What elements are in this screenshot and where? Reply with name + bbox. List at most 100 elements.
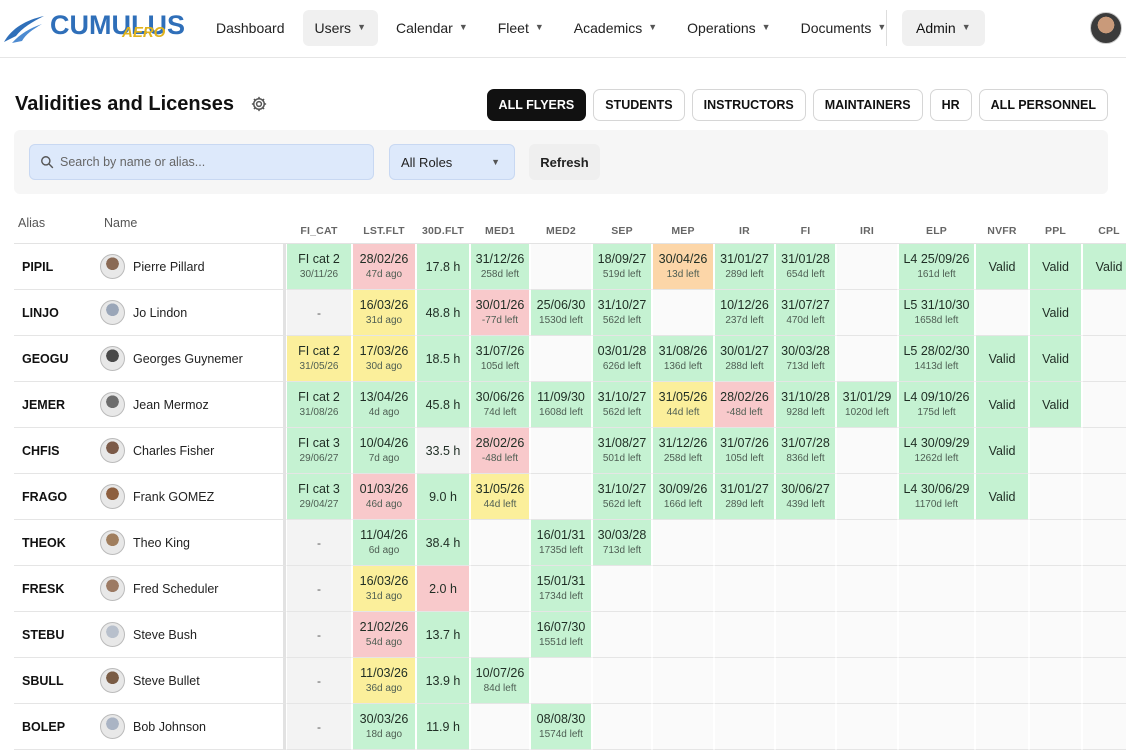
validity-cell-ir[interactable]: 30/01/27 288d left [714, 336, 775, 382]
validity-cell-med1[interactable]: 30/01/26 -77d left [470, 290, 530, 336]
column-header-med2[interactable]: MED2 [530, 202, 592, 244]
validity-cell-iri[interactable] [836, 566, 898, 612]
validity-cell-mep[interactable]: 30/09/26 166d left [652, 474, 714, 520]
validity-cell-nvfr[interactable] [975, 612, 1029, 658]
validity-cell-med2[interactable]: 08/08/30 1574d left [530, 704, 592, 750]
validity-cell-mep[interactable] [652, 520, 714, 566]
validity-cell-fi[interactable] [775, 612, 836, 658]
validity-cell-mep[interactable]: 31/05/26 44d left [652, 382, 714, 428]
validity-cell-elp[interactable]: L4 30/09/29 1262d left [898, 428, 975, 474]
validity-cell-fi-cat[interactable]: - [286, 520, 352, 566]
validity-cell-ir[interactable] [714, 566, 775, 612]
validity-cell-fi-cat[interactable]: - [286, 612, 352, 658]
validity-cell-nvfr[interactable] [975, 566, 1029, 612]
validity-cell-lst-flt[interactable]: 16/03/26 31d ago [352, 566, 416, 612]
validity-cell-cpl[interactable] [1082, 428, 1126, 474]
validity-cell-med2[interactable]: 16/01/31 1735d left [530, 520, 592, 566]
gear-icon[interactable] [250, 95, 268, 113]
validity-cell-ir[interactable] [714, 520, 775, 566]
table-row[interactable]: CHFIS Charles Fisher FI cat 3 29/06/27 10/04… [14, 428, 1126, 474]
validity-cell-med1[interactable] [470, 704, 530, 750]
validity-cell-ir[interactable]: 31/01/27 289d left [714, 474, 775, 520]
validity-cell-ppl[interactable] [1029, 428, 1082, 474]
nav-item-calendar[interactable]: Calendar ▼ [384, 10, 480, 46]
validity-cell-fi[interactable] [775, 520, 836, 566]
validity-cell-ppl[interactable] [1029, 520, 1082, 566]
table-row[interactable]: PIPIL Pierre Pillard FI cat 2 30/11/26 28/02… [14, 244, 1126, 290]
table-row[interactable]: FRESK Fred Scheduler - 16/03/26 31d ago 2.0 h… [14, 566, 1126, 612]
validity-cell-elp[interactable]: L5 28/02/30 1413d left [898, 336, 975, 382]
validity-cell-med2[interactable]: 16/07/30 1551d left [530, 612, 592, 658]
validity-cell-fi-cat[interactable]: FI cat 2 31/08/26 [286, 382, 352, 428]
refresh-button[interactable]: Refresh [529, 144, 600, 180]
validity-cell-fi[interactable] [775, 704, 836, 750]
validity-cell-ir[interactable]: 28/02/26 -48d left [714, 382, 775, 428]
column-header-lst-flt[interactable]: LST.FLT [352, 202, 416, 244]
filter-tab-all-personnel[interactable]: ALL PERSONNEL [978, 89, 1108, 121]
validity-cell-fi[interactable] [775, 566, 836, 612]
validity-cell-cpl[interactable]: Valid [1082, 244, 1126, 290]
validity-cell-cpl[interactable] [1082, 520, 1126, 566]
validity-cell-med1[interactable]: 30/06/26 74d left [470, 382, 530, 428]
validity-cell-iri[interactable] [836, 474, 898, 520]
roles-select[interactable]: All Roles ▼ [389, 144, 515, 180]
validity-cell-lst-flt[interactable]: 30/03/26 18d ago [352, 704, 416, 750]
validity-cell-mep[interactable]: 31/12/26 258d left [652, 428, 714, 474]
validity-cell-30d-flt[interactable]: 11.9 h [416, 704, 470, 750]
validity-cell-fi-cat[interactable]: - [286, 704, 352, 750]
validity-cell-med1[interactable]: 31/07/26 105d left [470, 336, 530, 382]
validity-cell-med2[interactable] [530, 474, 592, 520]
column-header-iri[interactable]: IRI [836, 202, 898, 244]
validity-cell-30d-flt[interactable]: 9.0 h [416, 474, 470, 520]
validity-cell-fi[interactable]: 31/10/28 928d left [775, 382, 836, 428]
validity-cell-cpl[interactable] [1082, 474, 1126, 520]
validity-cell-lst-flt[interactable]: 17/03/26 30d ago [352, 336, 416, 382]
validity-cell-elp[interactable] [898, 704, 975, 750]
validity-cell-elp[interactable] [898, 612, 975, 658]
column-header-alias[interactable]: Alias [14, 202, 100, 244]
column-header-mep[interactable]: MEP [652, 202, 714, 244]
validity-cell-med1[interactable] [470, 520, 530, 566]
validity-cell-30d-flt[interactable]: 17.8 h [416, 244, 470, 290]
validity-cell-nvfr[interactable]: Valid [975, 428, 1029, 474]
column-header-ppl[interactable]: PPL [1029, 202, 1082, 244]
validity-cell-mep[interactable]: 30/04/26 13d left [652, 244, 714, 290]
validity-cell-cpl[interactable] [1082, 290, 1126, 336]
validity-cell-med1[interactable] [470, 612, 530, 658]
column-header-nvfr[interactable]: NVFR [975, 202, 1029, 244]
validity-cell-sep[interactable]: 18/09/27 519d left [592, 244, 652, 290]
validity-cell-sep[interactable]: 03/01/28 626d left [592, 336, 652, 382]
validity-cell-med1[interactable]: 10/07/26 84d left [470, 658, 530, 704]
validity-cell-30d-flt[interactable]: 33.5 h [416, 428, 470, 474]
validity-cell-cpl[interactable] [1082, 658, 1126, 704]
nav-admin-menu[interactable]: Admin ▼ [902, 10, 985, 46]
validity-cell-iri[interactable] [836, 612, 898, 658]
validity-cell-sep[interactable]: 31/10/27 562d left [592, 382, 652, 428]
cumulus-aero-logo[interactable]: CUMULUS AERO [0, 8, 190, 48]
table-row[interactable]: FRAGO Frank GOMEZ FI cat 3 29/04/27 01/03/26… [14, 474, 1126, 520]
validity-cell-cpl[interactable] [1082, 704, 1126, 750]
validity-cell-30d-flt[interactable]: 38.4 h [416, 520, 470, 566]
validity-cell-iri[interactable] [836, 336, 898, 382]
table-row[interactable]: STEBU Steve Bush - 21/02/26 54d ago 13.7 h 16/… [14, 612, 1126, 658]
validity-cell-30d-flt[interactable]: 48.8 h [416, 290, 470, 336]
validity-cell-med1[interactable]: 28/02/26 -48d left [470, 428, 530, 474]
validity-cell-med2[interactable]: 25/06/30 1530d left [530, 290, 592, 336]
validity-cell-nvfr[interactable] [975, 520, 1029, 566]
validity-cell-fi[interactable] [775, 658, 836, 704]
validity-cell-elp[interactable] [898, 566, 975, 612]
filter-tab-instructors[interactable]: INSTRUCTORS [691, 89, 806, 121]
validity-cell-30d-flt[interactable]: 13.7 h [416, 612, 470, 658]
validity-cell-elp[interactable]: L4 25/09/26 161d left [898, 244, 975, 290]
table-row[interactable]: LINJO Jo Lindon - 16/03/26 31d ago 48.8 h 30/0… [14, 290, 1126, 336]
validity-cell-cpl[interactable] [1082, 566, 1126, 612]
validity-cell-lst-flt[interactable]: 21/02/26 54d ago [352, 612, 416, 658]
validity-cell-med2[interactable]: 15/01/31 1734d left [530, 566, 592, 612]
validity-cell-ir[interactable] [714, 658, 775, 704]
validity-cell-sep[interactable] [592, 612, 652, 658]
validity-cell-fi[interactable]: 30/03/28 713d left [775, 336, 836, 382]
validity-cell-fi-cat[interactable]: FI cat 3 29/04/27 [286, 474, 352, 520]
search-box[interactable] [29, 144, 374, 180]
filter-tab-students[interactable]: STUDENTS [593, 89, 685, 121]
validity-cell-fi-cat[interactable]: FI cat 3 29/06/27 [286, 428, 352, 474]
